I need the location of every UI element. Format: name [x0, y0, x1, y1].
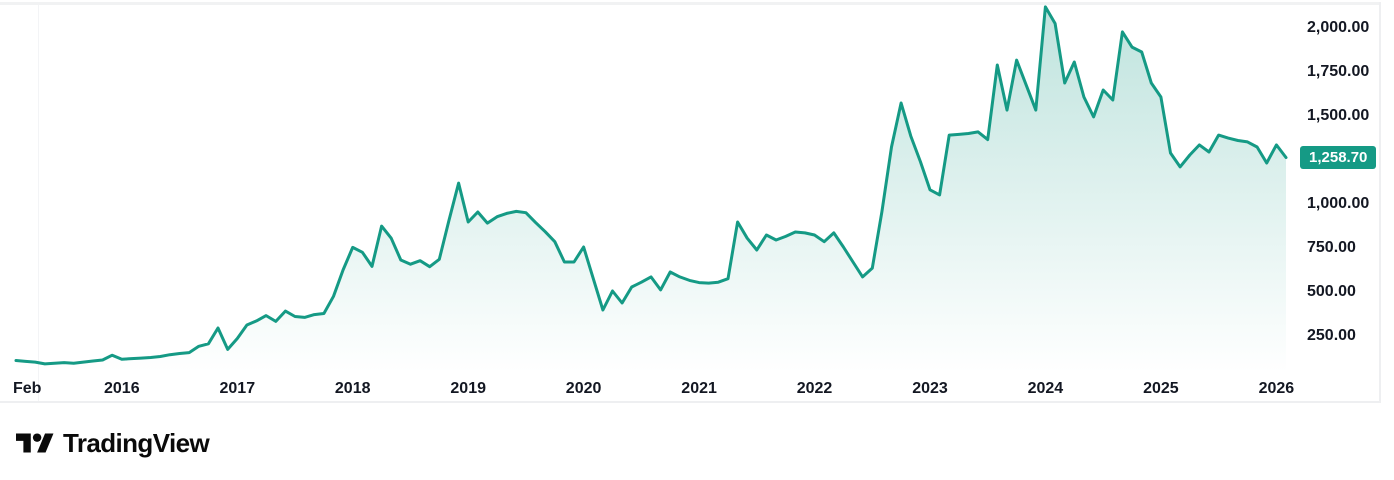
last-price-badge: 1,258.70: [1300, 146, 1377, 169]
x-axis-label: Feb: [13, 380, 42, 397]
x-axis-label: 2020: [565, 380, 602, 397]
price-scale-border: [1379, 2, 1381, 402]
y-axis-label: 750.00: [1307, 238, 1356, 256]
time-scale-border: [0, 401, 1381, 403]
y-axis-label: 500.00: [1307, 282, 1356, 300]
tradingview-logo-icon: [16, 432, 54, 452]
y-axis-label: 1,000.00: [1307, 194, 1370, 212]
x-axis-label: 2016: [104, 380, 140, 397]
y-axis-label: 1,750.00: [1307, 62, 1370, 80]
x-axis-label: 2024: [1027, 380, 1064, 397]
x-axis-label: 2022: [796, 380, 833, 397]
chart-top-border: [0, 2, 1381, 5]
y-axis-label: 1,500.00: [1307, 106, 1370, 124]
x-axis-label: 2021: [681, 380, 717, 397]
x-axis-label: 2018: [334, 380, 371, 397]
price-line: [14, 5, 1288, 366]
x-axis-label: 2025: [1143, 380, 1179, 397]
x-axis-label: 2023: [912, 380, 948, 397]
x-axis-label: 2017: [219, 380, 256, 397]
tradingview-wordmark: TradingView: [63, 428, 210, 458]
area-fill: [16, 6, 1286, 374]
y-axis-label: 250.00: [1307, 326, 1356, 344]
y-axis-label: 2,000.00: [1307, 18, 1370, 36]
tradingview-logo[interactable]: TradingView: [16, 428, 210, 459]
price-chart[interactable]: [0, 0, 1380, 402]
x-axis-label: 2019: [450, 380, 486, 397]
x-axis-label: 2026: [1258, 380, 1295, 397]
